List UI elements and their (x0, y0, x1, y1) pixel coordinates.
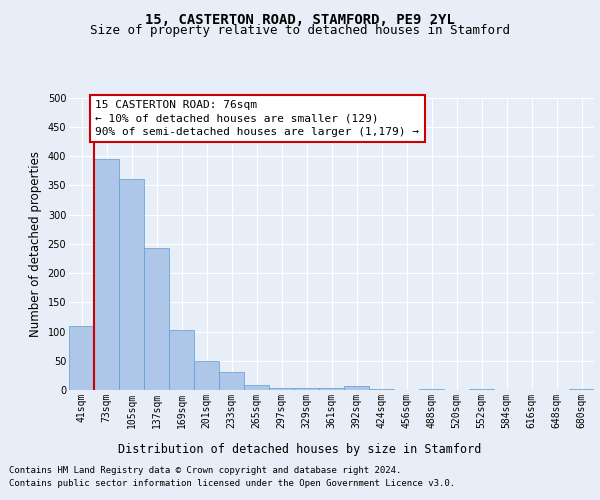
Bar (219, 372, 244, 390)
Text: Contains HM Land Registry data © Crown copyright and database right 2024.: Contains HM Land Registry data © Crown c… (9, 466, 401, 475)
Bar (319, 388, 344, 390)
Text: Distribution of detached houses by size in Stamford: Distribution of detached houses by size … (118, 442, 482, 456)
Bar (69, 326, 94, 390)
Bar (119, 180, 144, 390)
Y-axis label: Number of detached properties: Number of detached properties (29, 151, 42, 337)
Bar (244, 386, 269, 390)
Text: 15 CASTERTON ROAD: 76sqm
← 10% of detached houses are smaller (129)
90% of semi-: 15 CASTERTON ROAD: 76sqm ← 10% of detach… (95, 100, 419, 137)
Bar (94, 159, 119, 390)
Text: Contains public sector information licensed under the Open Government Licence v3: Contains public sector information licen… (9, 479, 455, 488)
Bar (169, 330, 194, 390)
Bar (344, 386, 369, 390)
Bar (294, 388, 319, 390)
Bar (144, 248, 169, 390)
Text: 15, CASTERTON ROAD, STAMFORD, PE9 2YL: 15, CASTERTON ROAD, STAMFORD, PE9 2YL (145, 12, 455, 26)
Text: Size of property relative to detached houses in Stamford: Size of property relative to detached ho… (90, 24, 510, 37)
Bar (269, 388, 294, 390)
Bar (194, 361, 219, 390)
